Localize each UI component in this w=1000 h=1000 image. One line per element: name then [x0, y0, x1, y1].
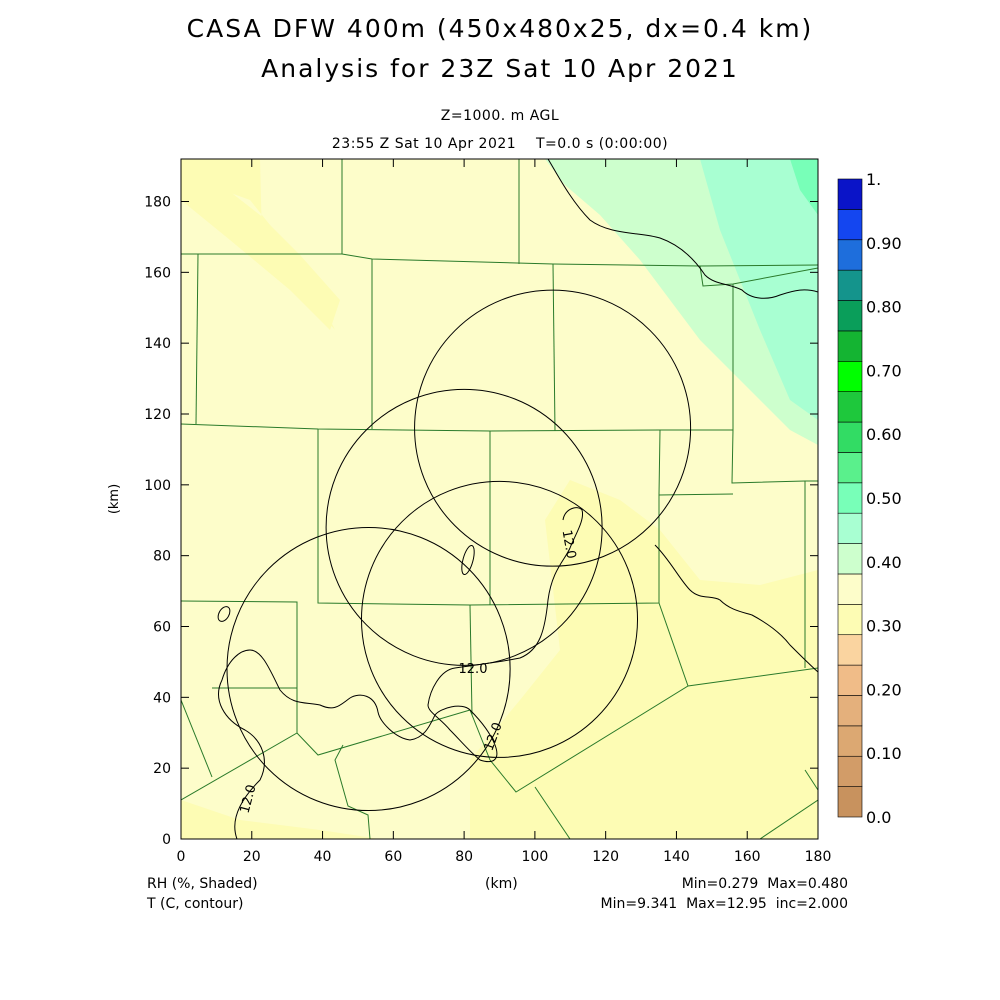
x-tick-label: 20 — [243, 849, 261, 865]
y-tick-label: 40 — [153, 690, 171, 706]
temperature-contour-small-west — [217, 606, 231, 622]
y-axis-label: (km) — [107, 484, 122, 514]
radar-range-circles — [226, 289, 692, 812]
colorbar-swatch — [837, 482, 863, 514]
colorbar-swatch — [837, 604, 863, 636]
colorbar-swatch — [837, 725, 863, 757]
colorbar-swatch — [837, 360, 863, 392]
plot-frame — [180, 158, 819, 840]
level-label: Z=1000. m AGL — [440, 108, 560, 124]
colorbar-label: 0.0 — [866, 808, 891, 827]
colorbar-swatch — [837, 300, 863, 332]
colorbar-label: 0.20 — [866, 680, 902, 699]
temperature-contours — [217, 159, 818, 839]
y-tick-label: 0 — [162, 832, 171, 848]
y-tick-label: 20 — [153, 761, 171, 777]
chart-title-line1: CASA DFW 400m (450x480x25, dx=0.4 km) — [186, 14, 814, 43]
y-tick-label: 100 — [144, 478, 171, 494]
colorbar-swatch — [837, 664, 863, 696]
colorbar-swatch — [837, 178, 863, 210]
colorbar-swatch — [837, 573, 863, 605]
footer-shaded-stats: Min=0.279 Max=0.480 — [681, 876, 848, 892]
county-boundaries — [181, 159, 818, 839]
x-tick-label: 160 — [734, 849, 761, 865]
chart-title-line2: Analysis for 23Z Sat 10 Apr 2021 — [261, 54, 739, 83]
colorbar-label: 0.80 — [866, 298, 902, 317]
colorbar-swatch — [837, 391, 863, 423]
plot-area: 12.0 12.0 12.0 12.0 — [181, 159, 818, 839]
x-tick-label: 80 — [455, 849, 473, 865]
colorbar-swatch — [837, 755, 863, 787]
rh-shade-dry-west — [181, 165, 340, 330]
radar-range-circle — [360, 480, 639, 758]
contour-label: 12.0 — [238, 783, 260, 815]
colorbar-label: 0.70 — [866, 361, 902, 380]
colorbar-label: 0.50 — [866, 489, 902, 508]
x-tick-label: 60 — [384, 849, 402, 865]
colorbar-label: 0.30 — [866, 617, 902, 636]
x-axis-label: (km) — [485, 876, 518, 892]
colorbar-swatch — [837, 695, 863, 727]
x-tick-label: 100 — [522, 849, 549, 865]
contour-label: 12.0 — [459, 662, 488, 677]
x-tick-label: 120 — [592, 849, 619, 865]
colorbar-label: 1. — [866, 170, 881, 189]
rh-colorbar: 0.0 0.10 0.20 0.30 0.40 0.50 0.60 0.70 0.80 0.90 1… — [837, 170, 902, 827]
colorbar-swatch — [837, 786, 863, 818]
colorbar-swatch — [837, 421, 863, 453]
contour-labels: 12.0 12.0 12.0 12.0 — [238, 529, 579, 815]
y-tick-label: 120 — [144, 407, 171, 423]
contour-label: 12.0 — [559, 529, 579, 560]
y-tick-label: 80 — [153, 549, 171, 565]
radar-range-circle — [226, 526, 511, 812]
radar-range-circle — [414, 289, 692, 567]
temperature-contour-northeast — [547, 159, 818, 299]
colorbar-label: 0.40 — [866, 553, 902, 572]
footer-shaded-field: RH (%, Shaded) — [147, 876, 258, 892]
colorbar-swatch — [837, 543, 863, 575]
rh-shade-moister-northeast — [700, 159, 818, 420]
x-tick-label: 140 — [663, 849, 690, 865]
x-tick-label: 0 — [177, 849, 186, 865]
colorbar-swatch — [837, 452, 863, 484]
colorbar-label: 0.90 — [866, 234, 902, 253]
footer-contour-field: T (C, contour) — [147, 896, 244, 912]
colorbar-swatch — [837, 209, 863, 241]
colorbar-swatch — [837, 269, 863, 301]
colorbar-swatch — [837, 634, 863, 666]
y-tick-label: 60 — [153, 620, 171, 636]
y-tick-label: 140 — [144, 336, 171, 352]
temperature-contour-small-center — [461, 544, 475, 576]
temperature-contour-east — [654, 544, 818, 673]
y-tick-label: 160 — [144, 265, 171, 281]
colorbar-label: 0.60 — [866, 425, 902, 444]
axes: 0 20 40 60 80 100 120 140 160 180 0 20 40 60 80 100 120 1… — [144, 159, 831, 865]
x-tick-label: 180 — [805, 849, 832, 865]
y-tick-label: 180 — [144, 195, 171, 211]
footer-contour-stats: Min=9.341 Max=12.95 inc=2.000 — [600, 896, 848, 912]
rh-shade-dry-south — [181, 800, 380, 839]
colorbar-label: 0.10 — [866, 744, 902, 763]
colorbar-swatch — [837, 239, 863, 271]
x-tick-label: 40 — [314, 849, 332, 865]
colorbar-swatch — [837, 512, 863, 544]
valid-time-label: 23:55 Z Sat 10 Apr 2021 T=0.0 s (0:00:00… — [331, 136, 669, 152]
temperature-contour-central — [218, 507, 584, 839]
colorbar-swatch — [837, 330, 863, 362]
